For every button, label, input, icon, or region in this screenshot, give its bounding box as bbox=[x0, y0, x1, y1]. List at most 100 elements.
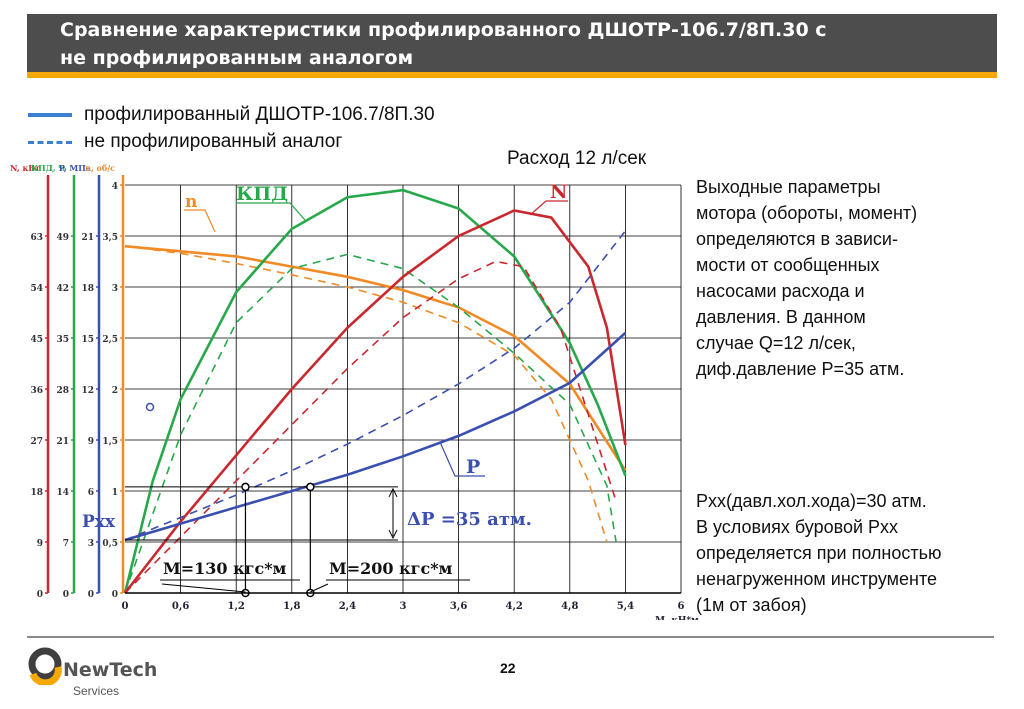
title-line-1: Сравнение характеристики профилированног… bbox=[60, 19, 827, 41]
x-tick-label: 1,2 bbox=[227, 601, 244, 612]
footer-divider bbox=[27, 636, 994, 638]
flow-label: Расход 12 л/сек bbox=[507, 148, 647, 169]
series-line bbox=[124, 244, 627, 472]
title-accent-bar bbox=[27, 72, 997, 78]
series-line bbox=[124, 245, 608, 543]
curve-label-pressure-leader bbox=[439, 441, 485, 477]
y-tick-label: 21 bbox=[56, 437, 69, 447]
side-text-motor-line: насосами расхода и bbox=[696, 281, 865, 301]
legend-solid-label: профилированный ДШОТР-106.7/8П.30 bbox=[84, 104, 435, 125]
side-text-motor-line: Выходные параметры bbox=[696, 177, 881, 197]
y-tick-label: 3,5 bbox=[102, 233, 118, 243]
legend-dashed-label: не профилированный аналог bbox=[84, 131, 343, 152]
title-bar bbox=[27, 14, 997, 72]
dp-arrow-head-up bbox=[388, 487, 398, 498]
curve-label-power: N bbox=[550, 181, 567, 203]
y-tick-label: 6 bbox=[88, 488, 94, 498]
y-tick-label: 0 bbox=[88, 590, 94, 600]
series-line bbox=[124, 260, 617, 594]
side-text-motor-line: диф.давление P=35 атм. bbox=[696, 359, 905, 379]
y-tick-label: 4 bbox=[112, 182, 118, 192]
x-tick-label: 6 bbox=[678, 601, 685, 612]
x-tick-label: 3 bbox=[400, 601, 407, 612]
legend-solid-swatch bbox=[28, 113, 72, 117]
y-tick-label: 27 bbox=[30, 437, 43, 447]
side-text-motor-line: случае Q=12 л/сек, bbox=[696, 333, 856, 353]
y-tick-label: 7 bbox=[63, 539, 69, 549]
y-tick-label: 15 bbox=[81, 335, 94, 345]
dp-label: ΔP =35 атм. bbox=[407, 509, 532, 530]
side-text-pxx-line: (1м от забоя) bbox=[696, 595, 807, 615]
side-text-pxx-line: Рхх(давл.хол.хода)=30 атм. bbox=[696, 491, 927, 511]
y-axis-label: P, МПа bbox=[59, 163, 91, 173]
y-tick-label: 49 bbox=[56, 233, 69, 243]
series-line bbox=[124, 253, 617, 594]
x-tick-label: 5,4 bbox=[617, 601, 634, 612]
side-text-pxx: Рхх(давл.хол.хода)=30 атм. В условиях бур… bbox=[696, 488, 942, 618]
x-tick-label: 0,6 bbox=[172, 601, 189, 612]
marker-point bbox=[145, 402, 155, 412]
series-line bbox=[123, 209, 627, 594]
series-line bbox=[124, 230, 627, 541]
title-line-2: не профилированным аналогом bbox=[60, 47, 414, 69]
side-text-motor: Выходные параметры мотора (обороты, момен… bbox=[696, 174, 917, 382]
logo-mark-icon bbox=[28, 647, 62, 687]
y-tick-label: 63 bbox=[30, 233, 43, 243]
side-text-pxx-line: В условиях буровой Рхх bbox=[696, 517, 899, 537]
y-tick-label: 18 bbox=[81, 284, 94, 294]
y-tick-label: 14 bbox=[56, 488, 69, 498]
legend-dashed: не профилированный аналог bbox=[28, 131, 342, 153]
dp-arrow-head-down bbox=[388, 529, 398, 540]
series-line bbox=[123, 188, 627, 594]
x-axis-label: М, кН*м bbox=[655, 616, 699, 620]
curve-label-power-leader bbox=[529, 200, 568, 216]
side-text-pxx-line: определяется при полностью bbox=[696, 543, 942, 563]
y-tick-label: 12 bbox=[81, 386, 94, 396]
series-line bbox=[124, 331, 627, 542]
y-tick-label: 2,5 bbox=[102, 335, 118, 345]
side-text-motor-line: определяются в зависи- bbox=[696, 229, 898, 249]
x-tick-label: 3,6 bbox=[450, 601, 467, 612]
m2-point bbox=[306, 482, 315, 492]
y-tick-label: 0,5 bbox=[102, 539, 118, 549]
m1-leader bbox=[161, 583, 246, 593]
pxx-label: Pxx bbox=[82, 512, 116, 532]
y-tick-label: 0 bbox=[112, 590, 118, 600]
y-tick-label: 1 bbox=[112, 488, 118, 498]
performance-chart: 00,61,21,82,433,64,24,85,46М, кН*м091827… bbox=[10, 163, 699, 620]
curve-label-pressure: P bbox=[466, 456, 480, 478]
y-tick-label: 0 bbox=[63, 590, 69, 600]
legend-dashed-swatch bbox=[28, 140, 72, 144]
side-text-motor-line: мотора (обороты, момент) bbox=[696, 203, 918, 223]
y-tick-label: 28 bbox=[56, 386, 69, 396]
m2-leader bbox=[310, 583, 329, 593]
y-tick-label: 1,5 bbox=[102, 437, 118, 447]
y-axis-label: n, об/с bbox=[85, 163, 115, 173]
curve-label-n: n bbox=[185, 192, 197, 212]
x-tick-label: 2,4 bbox=[339, 601, 356, 612]
page-number: 22 bbox=[500, 660, 516, 676]
y-tick-label: 45 bbox=[30, 335, 43, 345]
side-text-motor-line: давления. В данном bbox=[696, 307, 866, 327]
curve-label-n-leader bbox=[184, 209, 216, 233]
y-tick-label: 42 bbox=[56, 284, 69, 294]
y-tick-label: 35 bbox=[56, 335, 69, 345]
x-tick-label: 1,8 bbox=[283, 601, 300, 612]
m1-point bbox=[241, 482, 250, 492]
side-text-pxx-line: ненагруженном инструменте bbox=[696, 569, 938, 589]
logo-name: NewTech bbox=[63, 659, 158, 681]
y-tick-label: 0 bbox=[37, 590, 43, 600]
page-title: Сравнение характеристики профилированног… bbox=[60, 16, 980, 72]
x-tick-label: 4,2 bbox=[505, 601, 522, 612]
y-tick-label: 3 bbox=[112, 284, 118, 294]
y-tick-label: 21 bbox=[81, 233, 94, 243]
y-tick-label: 54 bbox=[30, 284, 43, 294]
y-tick-label: 3 bbox=[88, 539, 94, 549]
legend-solid: профилированный ДШОТР-106.7/8П.30 bbox=[28, 104, 435, 126]
y-axis-label: КПД, % bbox=[31, 163, 67, 173]
curve-label-kpd: КПД bbox=[236, 183, 288, 205]
x-tick-label: 0 bbox=[122, 601, 129, 612]
y-tick-label: 36 bbox=[30, 386, 43, 396]
m2-label: M=200 кгс*м bbox=[329, 559, 453, 578]
y-tick-label: 9 bbox=[88, 437, 94, 447]
